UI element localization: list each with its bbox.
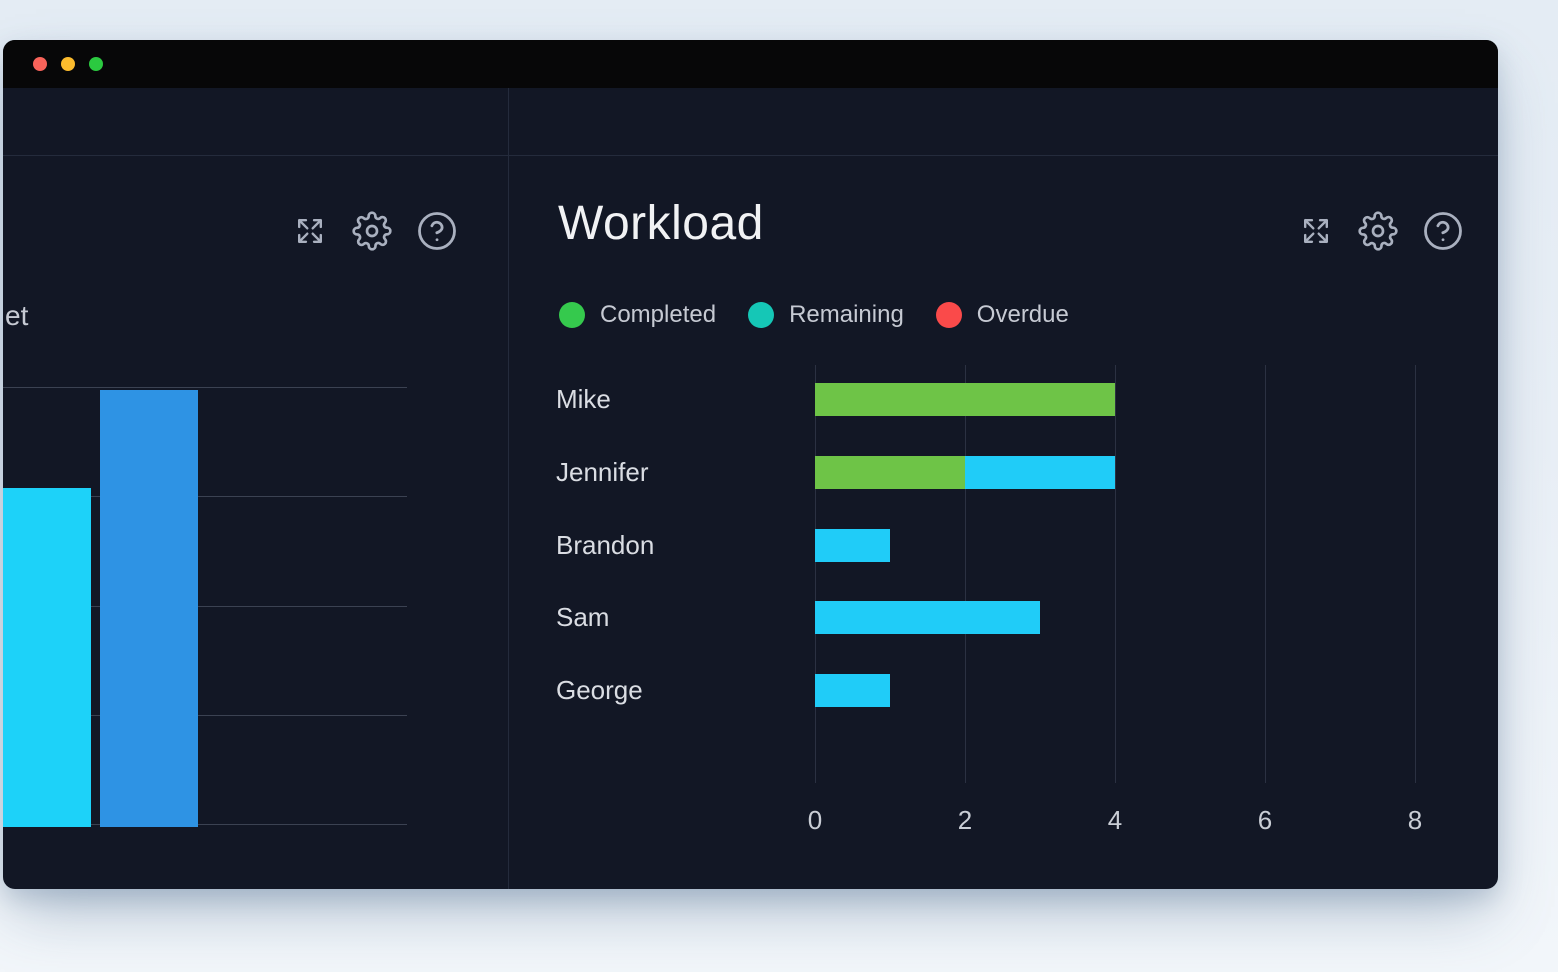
app-window: et Workload — [3, 40, 1498, 889]
remaining-dot-icon — [748, 302, 775, 328]
gridline — [3, 387, 407, 388]
bar-segment-remaining[interactable] — [815, 601, 1040, 634]
bar-segment-completed[interactable] — [815, 456, 965, 489]
window-titlebar — [3, 40, 1498, 88]
expand-icon[interactable] — [292, 213, 328, 249]
x-tick-label: 8 — [1407, 805, 1423, 835]
row-label-mike: Mike — [556, 384, 611, 414]
gridline — [1265, 365, 1266, 783]
completed-dot-icon — [559, 302, 585, 328]
window-zoom-button[interactable] — [89, 57, 103, 71]
legend-label: Remaining — [789, 301, 904, 328]
left-widget-label-fragment: et — [5, 300, 29, 331]
left-bar-chart — [3, 156, 508, 889]
gridline — [3, 715, 407, 716]
toolbar-divider — [3, 155, 1498, 156]
window-minimize-button[interactable] — [61, 57, 75, 71]
legend-label: Completed — [600, 301, 717, 328]
row-label-brandon: Brandon — [556, 530, 655, 560]
expand-icon[interactable] — [1298, 213, 1334, 249]
workload-title: Workload — [558, 197, 764, 250]
window-content: et Workload — [3, 88, 1498, 889]
gear-icon[interactable] — [352, 211, 392, 251]
row-label-sam: Sam — [556, 602, 610, 632]
workload-widget: Workload — [509, 156, 1498, 889]
left-widget-toolbar — [292, 210, 458, 252]
left-widget: et — [3, 156, 508, 889]
help-icon[interactable] — [416, 210, 458, 252]
bar-segment-remaining[interactable] — [965, 456, 1115, 489]
gridline — [1415, 365, 1416, 783]
legend-label: Overdue — [976, 301, 1069, 328]
legend-item-remaining[interactable]: Remaining — [748, 301, 904, 329]
overdue-dot-icon — [935, 302, 962, 328]
gridline — [3, 824, 407, 825]
bar-column[interactable] — [100, 390, 198, 827]
bar-segment-remaining[interactable] — [815, 529, 890, 562]
x-tick-label: 4 — [1107, 805, 1123, 835]
workload-toolbar — [1298, 210, 1464, 252]
bar-segment-completed[interactable] — [815, 383, 1115, 416]
row-label-jennifer: Jennifer — [556, 457, 649, 487]
workload-bar-chart: 0 2 4 6 8 Mike Jennifer Brandon Sam George — [509, 156, 1498, 889]
legend-item-overdue[interactable]: Overdue — [935, 301, 1069, 329]
x-tick-label: 6 — [1257, 805, 1273, 835]
window-close-button[interactable] — [33, 57, 47, 71]
gridline — [965, 365, 966, 783]
gridline — [3, 606, 407, 607]
gridline — [1115, 365, 1116, 783]
panel-divider — [508, 88, 509, 889]
bar-segment-remaining[interactable] — [815, 674, 890, 707]
gridline — [815, 365, 816, 783]
gridline — [3, 496, 407, 497]
gear-icon[interactable] — [1358, 211, 1398, 251]
x-tick-label: 0 — [807, 805, 823, 835]
help-icon[interactable] — [1422, 210, 1464, 252]
bar-column[interactable] — [3, 488, 91, 827]
workload-legend: Completed Remaining Overdue — [559, 301, 1069, 329]
x-tick-label: 2 — [957, 805, 973, 835]
legend-item-completed[interactable]: Completed — [559, 301, 716, 329]
row-label-george: George — [556, 675, 643, 705]
